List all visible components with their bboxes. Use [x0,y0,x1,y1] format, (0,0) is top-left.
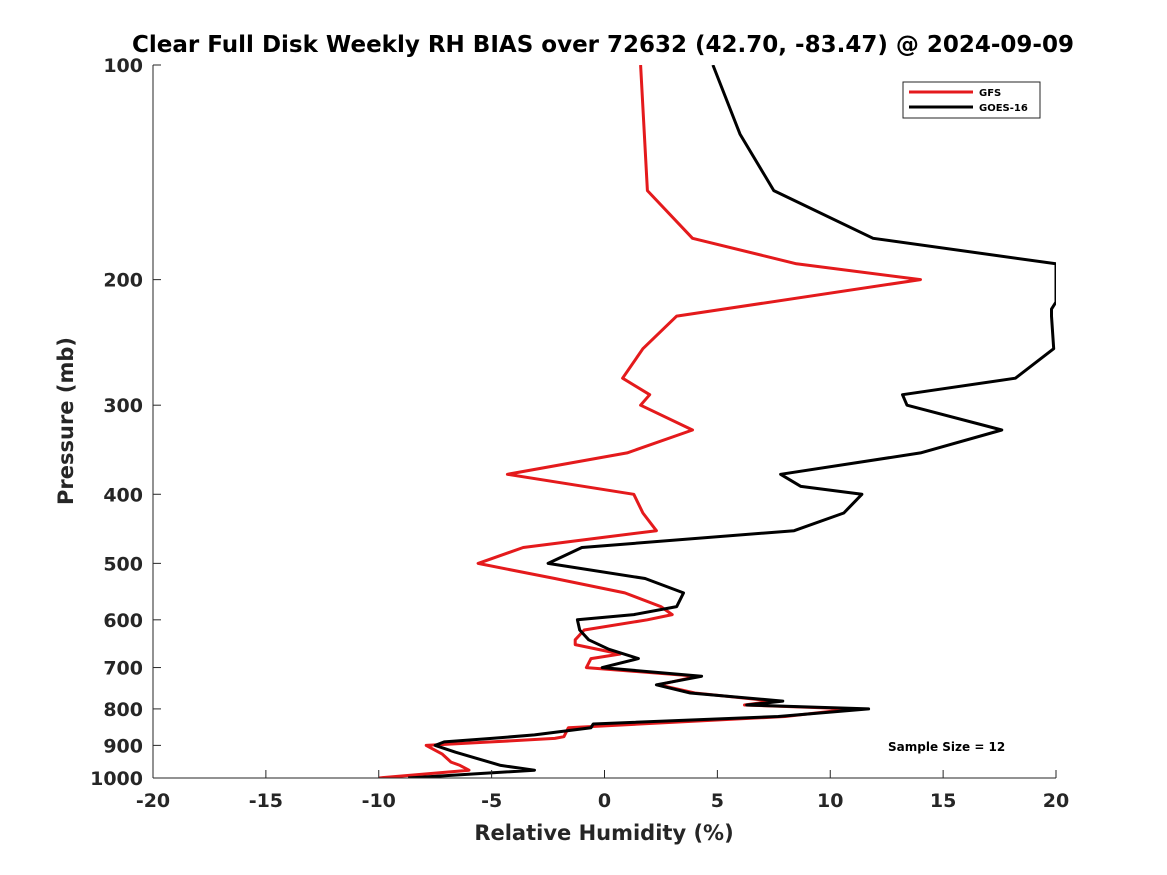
y-tick-label: 800 [103,699,143,721]
x-tick-label: -15 [249,790,283,812]
x-tick-label: 15 [930,790,956,812]
x-tick-label: -10 [362,790,396,812]
series-line-gfs [378,65,922,778]
legend: GFS GOES-16 [902,81,1041,119]
axes-layer: -20 -15 -10 -5 0 5 10 15 20 100 200 300 400 500 600 700… [90,55,1069,812]
legend-box [902,81,1041,119]
y-tick-label: 1000 [90,768,143,790]
y-tick-label: 400 [103,484,143,506]
y-tick-label: 300 [103,395,143,417]
x-tick-label: -20 [136,790,170,812]
legend-label-goes-16: GOES-16 [979,103,1028,114]
y-tick-label: 700 [103,658,143,680]
y-tick-label: 500 [103,553,143,575]
x-tick-label: 0 [598,790,611,812]
sample-size-annotation: Sample Size = 12 [888,740,1005,754]
y-tick-label: 100 [103,55,143,77]
series-line-goes-16 [408,65,1056,778]
x-tick-label: 10 [817,790,843,812]
x-axis-label: Relative Humidity (%) [474,821,733,845]
legend-label-gfs: GFS [979,88,1001,99]
y-axis-label: Pressure (mb) [54,337,78,505]
series-layer [378,65,1056,778]
y-tick-label: 200 [103,270,143,292]
plot-area: -20 -15 -10 -5 0 5 10 15 20 100 200 300 400 500 600 700… [90,55,1069,812]
y-tick-label: 600 [103,610,143,632]
x-tick-label: -5 [481,790,502,812]
x-tick-label: 20 [1043,790,1069,812]
x-tick-label: 5 [711,790,724,812]
chart-title: Clear Full Disk Weekly RH BIAS over 7263… [132,32,1074,58]
y-tick-label: 900 [103,735,143,757]
